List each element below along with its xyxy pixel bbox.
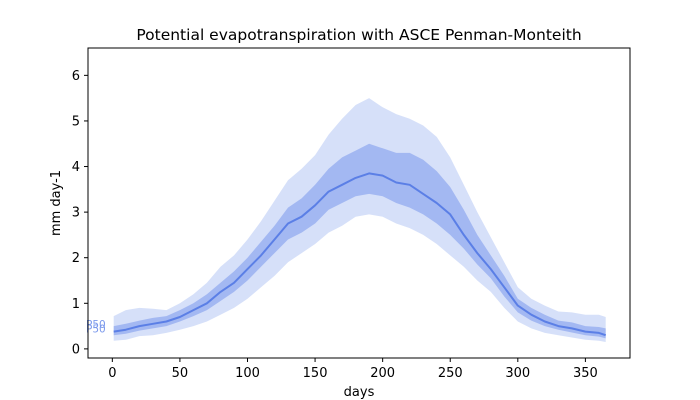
percentile-bands [113, 98, 606, 342]
x-tick-label: 50 [172, 366, 189, 381]
x-axis: 0 50 100 150 200 250 300 350 [108, 358, 598, 381]
y-axis: 0 1 2 3 4 5 6 [72, 69, 88, 357]
y-axis-title: mm day-1 [49, 170, 64, 236]
y-tick-label: 5 [72, 114, 80, 129]
x-tick-label: 0 [108, 366, 116, 381]
x-tick-label: 300 [505, 366, 530, 381]
y-tick-label: 3 [72, 206, 80, 221]
series-label: P50 [86, 319, 106, 331]
y-tick-label: 4 [72, 160, 80, 175]
y-tick-label: 0 [72, 342, 80, 357]
median-line-group [113, 172, 607, 337]
band-p5-p95 [113, 98, 606, 342]
x-tick-label: 150 [303, 366, 328, 381]
y-tick-label: 6 [72, 69, 80, 84]
median-line [113, 172, 607, 337]
x-axis-title: days [344, 385, 375, 400]
x-tick-label: 350 [573, 366, 598, 381]
band-p25-p75 [113, 143, 606, 339]
plot-frame [87, 47, 631, 359]
y-tick-label: 1 [72, 297, 80, 312]
y-tick-label: 2 [72, 251, 80, 266]
chart-title: Potential evapotranspiration with ASCE P… [136, 26, 581, 44]
x-tick-label: 250 [438, 366, 463, 381]
x-tick-label: 200 [370, 366, 395, 381]
x-tick-label: 100 [235, 366, 260, 381]
series-label: P50 [86, 323, 106, 335]
